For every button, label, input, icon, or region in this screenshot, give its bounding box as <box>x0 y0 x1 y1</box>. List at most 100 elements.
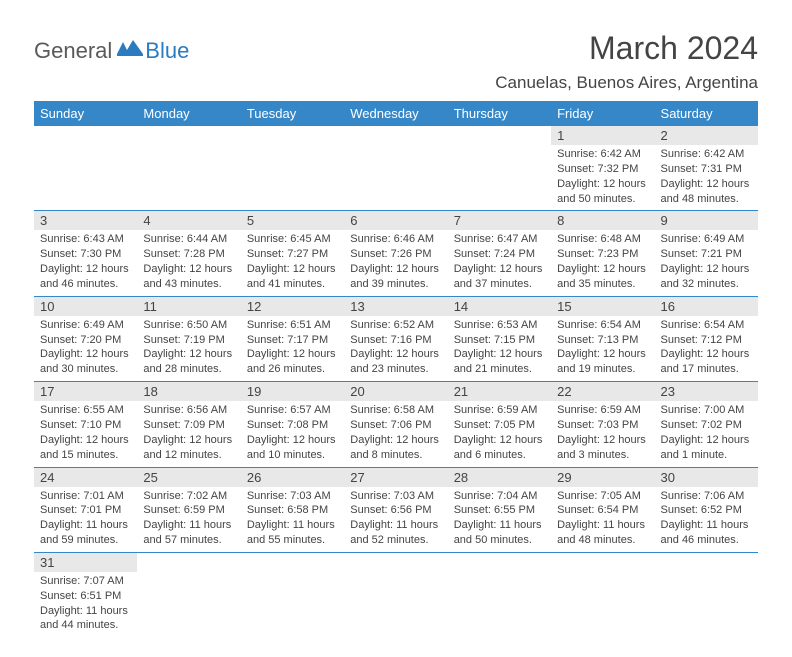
day-number: 5 <box>241 211 344 230</box>
weekday-header: Wednesday <box>344 101 447 126</box>
empty-cell <box>344 553 447 637</box>
day-number: 1 <box>551 126 654 145</box>
day-number: 23 <box>655 382 758 401</box>
daylight-text: Daylight: 12 hours and 12 minutes. <box>143 433 234 463</box>
day-details: Sunrise: 6:52 AMSunset: 7:16 PMDaylight:… <box>344 316 447 381</box>
day-number: 20 <box>344 382 447 401</box>
empty-cell <box>241 553 344 637</box>
day-cell: 10Sunrise: 6:49 AMSunset: 7:20 PMDayligh… <box>34 297 137 381</box>
day-cell: 29Sunrise: 7:05 AMSunset: 6:54 PMDayligh… <box>551 468 654 552</box>
empty-cell <box>241 126 344 210</box>
daylight-text: Daylight: 12 hours and 19 minutes. <box>557 347 648 377</box>
sunset-text: Sunset: 7:06 PM <box>350 418 441 433</box>
sunrise-text: Sunrise: 7:00 AM <box>661 403 752 418</box>
daylight-text: Daylight: 12 hours and 6 minutes. <box>454 433 545 463</box>
day-details: Sunrise: 6:44 AMSunset: 7:28 PMDaylight:… <box>137 230 240 295</box>
sunrise-text: Sunrise: 6:44 AM <box>143 232 234 247</box>
sunrise-text: Sunrise: 7:03 AM <box>247 489 338 504</box>
day-number: 21 <box>448 382 551 401</box>
day-details: Sunrise: 6:53 AMSunset: 7:15 PMDaylight:… <box>448 316 551 381</box>
calendar-page: General Blue March 2024 Canuelas, Buenos… <box>0 0 792 657</box>
daylight-text: Daylight: 12 hours and 1 minute. <box>661 433 752 463</box>
sunset-text: Sunset: 7:21 PM <box>661 247 752 262</box>
logo: General Blue <box>34 38 189 64</box>
daylight-text: Daylight: 11 hours and 57 minutes. <box>143 518 234 548</box>
flag-icon <box>117 40 143 63</box>
day-number: 25 <box>137 468 240 487</box>
day-details: Sunrise: 6:54 AMSunset: 7:13 PMDaylight:… <box>551 316 654 381</box>
sunrise-text: Sunrise: 6:59 AM <box>454 403 545 418</box>
day-number: 22 <box>551 382 654 401</box>
sunset-text: Sunset: 7:05 PM <box>454 418 545 433</box>
day-cell: 14Sunrise: 6:53 AMSunset: 7:15 PMDayligh… <box>448 297 551 381</box>
sunset-text: Sunset: 7:10 PM <box>40 418 131 433</box>
day-number: 27 <box>344 468 447 487</box>
empty-cell <box>448 553 551 637</box>
day-details: Sunrise: 6:55 AMSunset: 7:10 PMDaylight:… <box>34 401 137 466</box>
daylight-text: Daylight: 12 hours and 37 minutes. <box>454 262 545 292</box>
sunset-text: Sunset: 7:13 PM <box>557 333 648 348</box>
day-cell: 11Sunrise: 6:50 AMSunset: 7:19 PMDayligh… <box>137 297 240 381</box>
week-row: 3Sunrise: 6:43 AMSunset: 7:30 PMDaylight… <box>34 211 758 296</box>
weekday-header: Tuesday <box>241 101 344 126</box>
day-number: 31 <box>34 553 137 572</box>
daylight-text: Daylight: 11 hours and 46 minutes. <box>661 518 752 548</box>
sunset-text: Sunset: 7:27 PM <box>247 247 338 262</box>
empty-cell <box>137 126 240 210</box>
day-details: Sunrise: 6:49 AMSunset: 7:20 PMDaylight:… <box>34 316 137 381</box>
day-number: 26 <box>241 468 344 487</box>
sunrise-text: Sunrise: 6:48 AM <box>557 232 648 247</box>
day-number: 14 <box>448 297 551 316</box>
day-cell: 21Sunrise: 6:59 AMSunset: 7:05 PMDayligh… <box>448 382 551 466</box>
empty-cell <box>448 126 551 210</box>
sunrise-text: Sunrise: 7:01 AM <box>40 489 131 504</box>
title-block: March 2024 Canuelas, Buenos Aires, Argen… <box>495 30 758 93</box>
day-details: Sunrise: 6:51 AMSunset: 7:17 PMDaylight:… <box>241 316 344 381</box>
day-number: 11 <box>137 297 240 316</box>
week-row: 24Sunrise: 7:01 AMSunset: 7:01 PMDayligh… <box>34 468 758 553</box>
sunrise-text: Sunrise: 6:43 AM <box>40 232 131 247</box>
empty-cell <box>344 126 447 210</box>
sunset-text: Sunset: 7:31 PM <box>661 162 752 177</box>
sunset-text: Sunset: 7:28 PM <box>143 247 234 262</box>
sunrise-text: Sunrise: 6:54 AM <box>661 318 752 333</box>
day-details: Sunrise: 6:43 AMSunset: 7:30 PMDaylight:… <box>34 230 137 295</box>
daylight-text: Daylight: 11 hours and 55 minutes. <box>247 518 338 548</box>
sunset-text: Sunset: 7:32 PM <box>557 162 648 177</box>
week-row: 17Sunrise: 6:55 AMSunset: 7:10 PMDayligh… <box>34 382 758 467</box>
daylight-text: Daylight: 12 hours and 32 minutes. <box>661 262 752 292</box>
sunrise-text: Sunrise: 6:46 AM <box>350 232 441 247</box>
daylight-text: Daylight: 11 hours and 59 minutes. <box>40 518 131 548</box>
day-number: 10 <box>34 297 137 316</box>
day-details: Sunrise: 6:59 AMSunset: 7:03 PMDaylight:… <box>551 401 654 466</box>
sunrise-text: Sunrise: 6:47 AM <box>454 232 545 247</box>
day-details: Sunrise: 6:50 AMSunset: 7:19 PMDaylight:… <box>137 316 240 381</box>
sunrise-text: Sunrise: 6:53 AM <box>454 318 545 333</box>
daylight-text: Daylight: 12 hours and 26 minutes. <box>247 347 338 377</box>
day-cell: 8Sunrise: 6:48 AMSunset: 7:23 PMDaylight… <box>551 211 654 295</box>
day-number: 8 <box>551 211 654 230</box>
sunset-text: Sunset: 7:03 PM <box>557 418 648 433</box>
month-title: March 2024 <box>495 30 758 67</box>
daylight-text: Daylight: 11 hours and 48 minutes. <box>557 518 648 548</box>
sunset-text: Sunset: 7:12 PM <box>661 333 752 348</box>
day-details: Sunrise: 6:46 AMSunset: 7:26 PMDaylight:… <box>344 230 447 295</box>
day-cell: 6Sunrise: 6:46 AMSunset: 7:26 PMDaylight… <box>344 211 447 295</box>
weekday-header-row: SundayMondayTuesdayWednesdayThursdayFrid… <box>34 101 758 126</box>
day-details: Sunrise: 6:59 AMSunset: 7:05 PMDaylight:… <box>448 401 551 466</box>
daylight-text: Daylight: 11 hours and 44 minutes. <box>40 604 131 634</box>
day-details: Sunrise: 7:06 AMSunset: 6:52 PMDaylight:… <box>655 487 758 552</box>
day-details: Sunrise: 6:42 AMSunset: 7:31 PMDaylight:… <box>655 145 758 210</box>
day-number: 15 <box>551 297 654 316</box>
sunrise-text: Sunrise: 7:04 AM <box>454 489 545 504</box>
day-cell: 24Sunrise: 7:01 AMSunset: 7:01 PMDayligh… <box>34 468 137 552</box>
empty-cell <box>34 126 137 210</box>
day-details: Sunrise: 6:57 AMSunset: 7:08 PMDaylight:… <box>241 401 344 466</box>
sunrise-text: Sunrise: 6:59 AM <box>557 403 648 418</box>
day-cell: 2Sunrise: 6:42 AMSunset: 7:31 PMDaylight… <box>655 126 758 210</box>
day-details: Sunrise: 7:05 AMSunset: 6:54 PMDaylight:… <box>551 487 654 552</box>
daylight-text: Daylight: 11 hours and 52 minutes. <box>350 518 441 548</box>
weekday-header: Monday <box>137 101 240 126</box>
day-number: 18 <box>137 382 240 401</box>
sunset-text: Sunset: 7:20 PM <box>40 333 131 348</box>
